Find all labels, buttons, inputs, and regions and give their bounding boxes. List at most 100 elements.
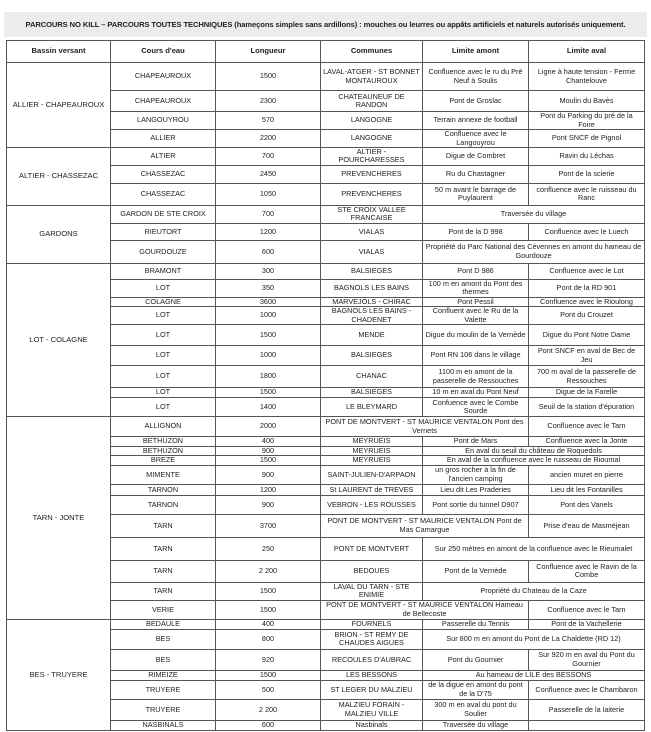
communes: BAGNOLS LES BAINS: [320, 278, 423, 298]
cours-eau: LOT: [110, 397, 216, 418]
cours-eau: RIMEIZE: [110, 669, 216, 681]
cours-eau: VERIE: [110, 599, 216, 620]
cours-eau: TRUYERE: [110, 679, 216, 700]
header-cours: Cours d'eau: [110, 40, 216, 63]
longueur: 1500: [215, 581, 321, 601]
cours-eau: TARNON: [110, 483, 216, 496]
limite-amont: Terrain annexe de football: [422, 111, 529, 130]
table-title: PARCOURS NO KILL – PARCOURS TOUTES TECHN…: [4, 12, 647, 37]
limite-amont: Lieu dit Les Praderies: [422, 483, 529, 496]
limite-aval: Prise d'eau de Masméjean: [528, 513, 645, 538]
limite-aval: Pont SNCF de Pignol: [528, 129, 645, 148]
communes: MEYRUEIS: [320, 455, 423, 466]
limite-aval: Pont des Vanels: [528, 494, 645, 515]
communes: LES BESSONS: [320, 669, 423, 681]
longueur: 1000: [215, 306, 321, 326]
longueur: 1200: [215, 222, 321, 241]
communes: BRION - ST REMY DE CHAUDES AIGUES: [320, 628, 423, 650]
limites: En aval du seuil du château de Roquedols: [422, 446, 645, 457]
cours-eau: NASBINALS: [110, 719, 216, 731]
communes-limite-amont: PONT DE MONTVERT - ST MAURICE VENTALON H…: [320, 599, 529, 620]
cours-eau: BETHUZON: [110, 436, 216, 448]
cours-eau: CHAPEAUROUX: [110, 62, 216, 91]
communes: VIALAS: [320, 222, 423, 241]
longueur: 1500: [215, 387, 321, 399]
bassin-versant: BES - TRUYERE: [6, 618, 111, 731]
longueur: 300: [215, 262, 321, 280]
limite-aval: Confluence avec le Rioulong: [528, 296, 645, 308]
table-row: COLAGNE 3600 MARVEJOLS - CHIRAC Pont Pessil…: [7, 296, 645, 308]
cours-eau: BETHUZON: [110, 446, 216, 457]
cours-eau: TARN: [110, 536, 216, 561]
limite-amont: Pont de la Vernède: [422, 559, 529, 583]
longueur: 2 200: [215, 698, 321, 721]
table-row: TARN 2 200 BEDOUES Pont de la Vernède Conflu…: [7, 559, 645, 583]
table-row: TRUYERE 2 200 MALZIEU FORAIN - MALZIEU VIL…: [7, 698, 645, 721]
table-row: ALLIER 2200 LANGOGNE Confluence avec le Lan…: [7, 129, 645, 148]
limite-amont: Pont Pessil: [422, 296, 529, 308]
longueur: 900: [215, 446, 321, 457]
limite-aval: Digue du Pont Notre Dame: [528, 324, 645, 347]
table-row: LOT - COLAGNE BRAMONT 300 BALSIEGES Pont D 9…: [6, 262, 645, 418]
table-row: TRUYERE 500 ST LEGER DU MALZIEU de la digue…: [7, 679, 645, 700]
limite-amont: un gros rocher à la fin de l'ancien camp…: [422, 464, 529, 485]
communes: MARVEJOLS - CHIRAC: [320, 296, 423, 308]
longueur: 1400: [215, 397, 321, 418]
communes: PREVENCHERES: [320, 182, 423, 206]
communes: STE CROIX VALLEE FRANCAISE: [320, 204, 423, 224]
longueur: 1800: [215, 365, 321, 389]
limite-amont: Pont du Gournier: [422, 648, 529, 671]
cours-eau: COLAGNE: [110, 296, 216, 308]
communes: SAINT-JULIEN-D'ARPAON: [320, 464, 423, 485]
table-row: BREZE 1500 MEYRUEIS En aval de la confluenc…: [7, 455, 645, 466]
longueur: 920: [215, 648, 321, 671]
table-row: TARN 3700 PONT DE MONTVERT - ST MAURICE VE…: [7, 513, 645, 538]
table-row: BES 800 BRION - ST REMY DE CHAUDES AIGUES S…: [7, 628, 645, 650]
bassin-versant: TARN - JONTE: [6, 416, 111, 620]
cours-eau: CHASSEZAC: [110, 164, 216, 184]
communes: BAGNOLS LES BAINS - CHADENET: [320, 306, 423, 326]
table-row: GOURDOUZE 600 VIALAS Propriété du Parc Nati…: [7, 239, 645, 264]
limite-amont: Pont de Mars: [422, 436, 529, 448]
longueur: 700: [215, 147, 321, 166]
header-longueur: Longueur: [215, 40, 321, 63]
table-row: GARDONS GARDON DE STE CROIX 700 STE CROIX V…: [6, 204, 645, 264]
limite-aval: Pont de la Vachellerie: [528, 618, 645, 630]
longueur: 2200: [215, 129, 321, 148]
longueur: 1000: [215, 345, 321, 367]
longueur: 1500: [215, 324, 321, 347]
communes: BALSIEGES: [320, 262, 423, 280]
communes: LE BLEYMARD: [320, 397, 423, 418]
limite-aval: Confluence avec le Lot: [528, 262, 645, 280]
limite-aval: Pont SNCF en aval de Bec de Jeu: [528, 345, 645, 367]
cours-eau: LOT: [110, 365, 216, 389]
cours-eau: ALLIGNON: [110, 416, 216, 438]
longueur: 2450: [215, 164, 321, 184]
limite-amont: Pont de Groslac: [422, 90, 529, 112]
limite-aval: Confluence avec le Chambaron: [528, 679, 645, 700]
limites: Propriété du Parc National des Cévennes …: [422, 239, 645, 264]
limite-aval: Pont du Crouzet: [528, 306, 645, 326]
cours-eau: ALLIER: [110, 129, 216, 148]
communes: LAVAL DU TARN - STE ENIMIE: [320, 581, 423, 601]
limites: Sur 800 m en amont du Pont de La Chaldet…: [422, 628, 645, 650]
table-body: ALLIER - CHAPEAUROUX CHAPEAUROUX 1500 LAVAL…: [6, 62, 645, 731]
table-row: TARNON 900 VEBRON - LES ROUSSES Pont sortie…: [7, 494, 645, 515]
communes: CHANAC: [320, 365, 423, 389]
cours-eau: LOT: [110, 387, 216, 399]
limite-amont: Pont de la D 998: [422, 222, 529, 241]
limite-aval: Confluence avec la Jonte: [528, 436, 645, 448]
limite-aval: Confluence avec le Luech: [528, 222, 645, 241]
limite-amont: 10 m en aval du Pont Neuf: [422, 387, 529, 399]
communes: LAVAL-ATGER - ST BONNET MONTAUROUX: [320, 62, 423, 91]
table-row: LOT 1000 BALSIEGES Pont RN 106 dans le vill…: [7, 345, 645, 367]
cours-eau: LOT: [110, 306, 216, 326]
limite-amont: Pont RN 106 dans le village: [422, 345, 529, 367]
longueur: 2 200: [215, 559, 321, 583]
longueur: 3600: [215, 296, 321, 308]
longueur: 2000: [215, 416, 321, 438]
table-row: TARN - JONTE ALLIGNON 2000 PONT DE MONTVERT…: [6, 416, 645, 620]
communes: ALTIER - POURCHARESSES: [320, 147, 423, 166]
bassin-versant: ALLIER - CHAPEAUROUX: [6, 62, 111, 148]
limite-amont: Traversée du village: [422, 719, 529, 731]
